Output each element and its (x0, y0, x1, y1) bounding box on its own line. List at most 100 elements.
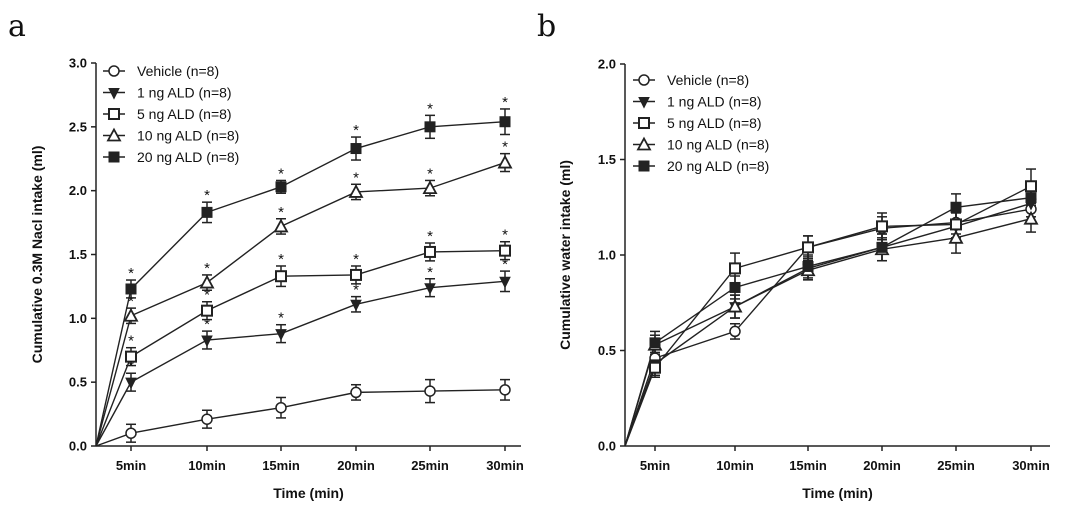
panel-b-legend-item-1: 1 ng ALD (n=8) (633, 94, 762, 110)
panel-b-x-axis-title: Time (min) (802, 485, 873, 501)
panel-a-data-point-0 (499, 384, 511, 396)
panel-a-legend-marker (108, 108, 120, 120)
panel-a-significance-mark: * (353, 282, 359, 299)
panel-a-data-point-4 (499, 116, 511, 128)
panel-b-data-point-2 (729, 262, 741, 275)
panel-a-significance-mark: * (427, 165, 433, 182)
panel-b-legend-item-0: Vehicle (n=8) (633, 72, 749, 88)
panel-a-data-point-1 (424, 283, 436, 295)
panel-a-significance-mark: * (502, 94, 508, 111)
panel-a-significance-mark: * (204, 187, 210, 204)
panel-b-x-tick-label: 20min (863, 458, 901, 473)
panel-b-series-line-2 (624, 185, 1032, 447)
panel-a-legend-marker (108, 88, 120, 100)
panel-a-legend-marker (108, 151, 120, 163)
panel-a-legend-item-4: 20 ng ALD (n=8) (103, 149, 239, 165)
panel-a-x-tick-label: 15min (262, 458, 300, 473)
panel-b-legend-label: 5 ng ALD (n=8) (667, 115, 762, 131)
panel-a-legend-marker (108, 65, 120, 77)
panel-b-x-tick-label: 15min (789, 458, 827, 473)
panel-a-significance-mark: * (502, 256, 508, 273)
panel-b-legend-marker (636, 136, 652, 151)
panel-b-data-point-4 (876, 241, 888, 253)
panel-a-significance-mark: * (427, 228, 433, 245)
panel-a-data-point-0 (424, 385, 436, 397)
panel-a-data-point-4 (350, 143, 362, 155)
panel-b-data-point-2 (649, 361, 661, 374)
panel-b-y-tick-label: 0.5 (598, 343, 616, 358)
panel-b-legend-marker (638, 160, 650, 172)
panel-a-significance-mark: * (278, 204, 284, 221)
panel-a-legend-label: 10 ng ALD (n=8) (137, 128, 239, 144)
panel-a-data-point-0 (275, 401, 287, 414)
panel-a-y-tick-label: 2.5 (69, 119, 87, 134)
panel-b-data-point-2 (950, 218, 962, 231)
panel-a-data-point-2 (275, 270, 287, 283)
panel-b-series-line-4 (624, 197, 1032, 447)
panel-a-data-point-3 (348, 184, 364, 198)
panel-a-series-line-4 (95, 121, 506, 447)
panel-a-significance-mark: * (353, 169, 359, 186)
panel-a-data-point-0 (201, 413, 213, 425)
panel-b-y-tick-label: 2.0 (598, 57, 616, 72)
panel-a-y-tick-label: 0.5 (69, 375, 87, 390)
panel-a-significance-mark: * (128, 333, 134, 350)
panel-a-significance-mark: * (427, 100, 433, 117)
panel-a-significance-mark: * (204, 287, 210, 304)
panel-b-x-tick-label: 5min (640, 458, 670, 473)
panel-b-data-point-3 (1023, 210, 1039, 225)
panel-a-y-tick-label: 0.0 (69, 439, 87, 454)
panel-a-legend-item-0: Vehicle (n=8) (103, 63, 219, 79)
panel-a-significance-mark: * (204, 260, 210, 277)
panel-a-legend-label: 1 ng ALD (n=8) (137, 85, 232, 101)
panel-b-legend-label: 1 ng ALD (n=8) (667, 94, 762, 110)
panel-a-data-point-3 (497, 154, 513, 169)
panel-a-data-point-3 (422, 180, 438, 195)
panel-a-significance-mark: * (278, 165, 284, 182)
panel-a-significance-mark: * (502, 227, 508, 244)
panel-a-legend-label: 20 ng ALD (n=8) (137, 149, 239, 165)
panel-b-data-point-0 (729, 325, 741, 338)
panel-a-significance-mark: * (353, 122, 359, 139)
panel-b-x-tick-label: 10min (716, 458, 754, 473)
panel-a-data-point-2 (201, 304, 213, 317)
panel-a-y-tick-label: 3.0 (69, 56, 87, 71)
panel-b-chart: 0.0 0.5 1.0 1.5 2.0 5min 10min 15min 20min 25min 3… (557, 57, 1050, 501)
panel-a-x-tick-label: 30min (486, 458, 524, 473)
panel-b-series-line-1 (624, 202, 1032, 447)
panel-b-letter: b (537, 9, 556, 44)
panel-a-x-tick-label: 20min (337, 458, 375, 473)
panel-a-significance-mark: * (128, 265, 134, 282)
panel-b-x-tick-label: 30min (1012, 458, 1050, 473)
panel-a-significance-mark: * (502, 139, 508, 156)
panel-a-data-point-4 (424, 121, 436, 133)
panel-a-data-point-1 (499, 276, 511, 289)
panel-a-chart: 0.0 0.5 1.0 1.5 2.0 2.5 3.0 5min 10min 15min 20min… (29, 56, 524, 502)
panel-b-legend-label: 10 ng ALD (n=8) (667, 137, 769, 153)
panel-a-data-point-1 (275, 329, 287, 341)
panel-a-legend-item-2: 5 ng ALD (n=8) (103, 106, 232, 122)
panel-a-significance-mark: * (427, 264, 433, 281)
panel-a-data-point-1 (125, 377, 137, 390)
panel-a-series-line-2 (95, 249, 506, 447)
panel-a-data-point-2 (350, 268, 362, 281)
panel-b-data-point-4 (1025, 192, 1037, 204)
panel-a-letter: a (8, 9, 26, 44)
panel-b-legend-label: 20 ng ALD (n=8) (667, 158, 769, 174)
panel-a-data-point-1 (350, 299, 362, 312)
panel-b-data-point-2 (876, 220, 888, 233)
panel-a-data-point-0 (125, 427, 137, 439)
panel-a-significance-mark: * (128, 358, 134, 375)
panel-a-data-point-2 (499, 244, 511, 257)
panel-a-significance-mark: * (278, 251, 284, 268)
panel-a-y-tick-label: 2.0 (69, 183, 87, 198)
panel-a-significance-mark: * (204, 316, 210, 333)
panel-b-legend-item-3: 10 ng ALD (n=8) (633, 137, 769, 153)
panel-a-legend-label: Vehicle (n=8) (137, 63, 219, 79)
panel-a-y-tick-label: 1.5 (69, 247, 87, 262)
panel-b-data-point-2 (802, 241, 814, 254)
panel-b-data-point-3 (727, 298, 743, 313)
panel-a-legend-label: 5 ng ALD (n=8) (137, 106, 232, 122)
panel-b-data-point-4 (950, 201, 962, 213)
panel-a-legend-marker (106, 127, 122, 142)
